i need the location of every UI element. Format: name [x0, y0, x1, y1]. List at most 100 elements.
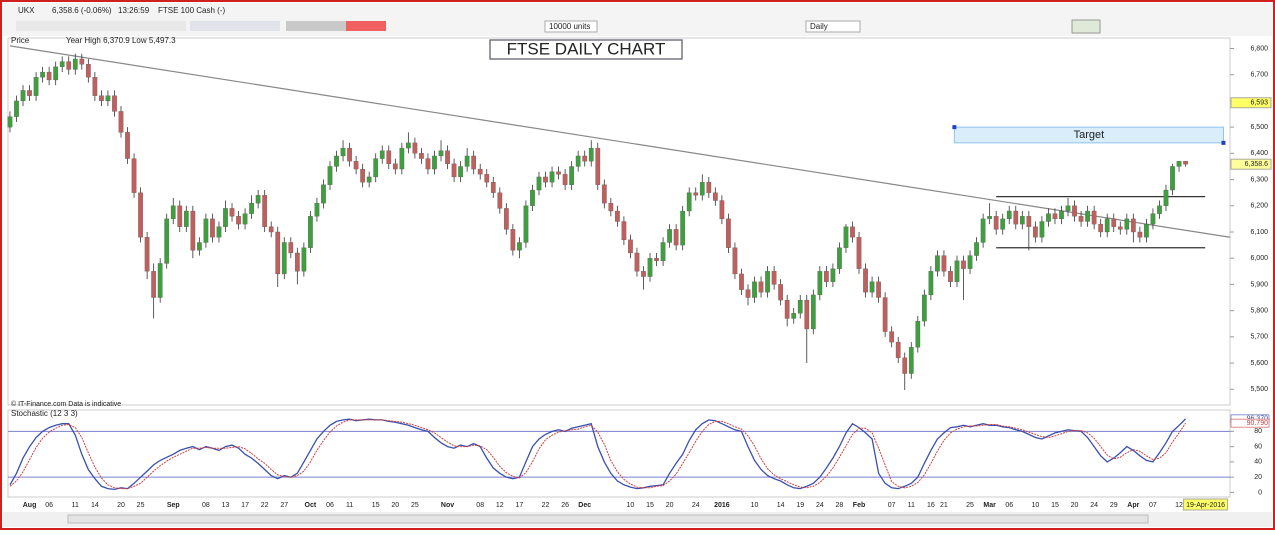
candle-body	[1000, 218, 1006, 230]
candle-body	[1059, 210, 1064, 220]
candle-body	[1039, 221, 1045, 238]
candle-body	[314, 202, 320, 217]
candle-body	[634, 252, 640, 272]
target-label: Target	[1074, 129, 1105, 141]
x-tick-label: 11	[72, 502, 79, 509]
tool-icons[interactable]	[16, 21, 386, 31]
x-tick-label: 22	[261, 502, 269, 509]
candle-body	[693, 192, 699, 196]
candle-body	[1176, 161, 1182, 167]
candle-body	[595, 147, 601, 185]
time: 13:26:59	[118, 6, 150, 15]
candle-body	[889, 331, 895, 343]
y-tick-label: 6,200	[1250, 203, 1268, 210]
scrollbar[interactable]	[67, 514, 1149, 524]
candle-body	[543, 176, 548, 183]
y-tick-label: 6,000	[1250, 255, 1268, 262]
candle-body	[902, 357, 908, 374]
x-tick-label: 10	[627, 502, 635, 509]
x-tick-label: Sep	[167, 502, 180, 509]
y-tick-label: 60	[1254, 443, 1262, 450]
candle-body	[517, 242, 522, 251]
x-tick-label: Dec	[578, 502, 591, 509]
candle-body	[471, 155, 477, 170]
x-tick-label: 21	[940, 502, 948, 509]
candle-body	[40, 71, 45, 78]
candle-body	[641, 271, 646, 277]
candle-body	[85, 64, 91, 78]
candle-body	[53, 66, 59, 81]
candle-body	[210, 218, 215, 238]
date-tag-label: 19-Apr-2016	[1186, 502, 1225, 509]
candle-body	[758, 281, 764, 293]
x-tick-label: 24	[1090, 502, 1098, 509]
x-tick-label: Nov	[441, 502, 454, 509]
color-swatches-red[interactable]	[346, 21, 386, 31]
x-tick-label: 22	[542, 502, 550, 509]
drawing-tools[interactable]	[16, 21, 186, 31]
candle-body	[1137, 231, 1143, 238]
candle-body	[961, 260, 966, 269]
target-zone	[953, 126, 1224, 144]
y-tick-label: 20	[1254, 474, 1262, 481]
candle-body	[615, 210, 620, 222]
price-tag-label: 6,358.6	[1245, 161, 1268, 168]
date-tag	[1183, 498, 1229, 511]
candle-body	[921, 294, 927, 322]
candle-body	[850, 226, 855, 238]
quote: 6,358.6 (-0.06%)	[52, 6, 112, 15]
title-box	[489, 39, 683, 60]
units-select[interactable]	[544, 20, 598, 33]
x-tick-label: 29	[1110, 502, 1118, 509]
x-tick-label: 13	[222, 502, 230, 509]
candle-body	[562, 174, 568, 185]
interval-select[interactable]	[805, 20, 861, 33]
candle-body	[392, 163, 398, 170]
x-tick-label: 07	[888, 502, 896, 509]
stochastic-panel	[7, 409, 1231, 498]
x-tick-label: 24	[692, 502, 700, 509]
candle-body	[33, 77, 39, 96]
candle-body	[654, 258, 659, 261]
chart-tools[interactable]	[190, 21, 280, 31]
candle-body	[719, 200, 725, 220]
panel-label: Price	[11, 36, 30, 45]
candle-body	[229, 208, 235, 217]
candle-body	[1163, 189, 1169, 206]
candle-body	[399, 147, 405, 170]
x-tick-label: 26	[561, 502, 569, 509]
x-tick-label: 17	[241, 502, 249, 509]
candle-body	[216, 226, 222, 238]
candle-body	[660, 242, 666, 261]
color-swatches[interactable]	[286, 21, 386, 31]
candle-body	[732, 247, 738, 275]
candle-body	[575, 155, 581, 167]
candle-body	[739, 273, 744, 290]
candle-body	[301, 247, 307, 272]
candle-body	[288, 242, 294, 254]
x-tick-label: 25	[966, 502, 974, 509]
candle-body	[784, 299, 790, 319]
candle-body	[118, 111, 124, 133]
candle-body	[105, 95, 111, 102]
candle-body	[157, 263, 163, 298]
x-tick-label: 12	[1175, 502, 1183, 509]
candle-body	[830, 268, 836, 282]
candle-body	[386, 150, 392, 164]
candle-body	[817, 271, 823, 296]
candle-body	[765, 271, 770, 293]
candle-body	[536, 176, 542, 191]
candle-body	[980, 218, 986, 243]
candle-body	[1019, 216, 1025, 225]
layout-button[interactable]	[1071, 19, 1101, 34]
candle-body	[1078, 216, 1084, 222]
x-tick-label: 08	[476, 502, 484, 509]
candle-body	[327, 166, 333, 185]
candle-body	[379, 150, 385, 159]
candle-body	[7, 116, 13, 128]
x-tick-label: Aug	[23, 502, 37, 509]
y-tick-label: 6,800	[1250, 45, 1268, 52]
candle-body	[680, 210, 686, 246]
x-tick-label: 16	[927, 502, 935, 509]
